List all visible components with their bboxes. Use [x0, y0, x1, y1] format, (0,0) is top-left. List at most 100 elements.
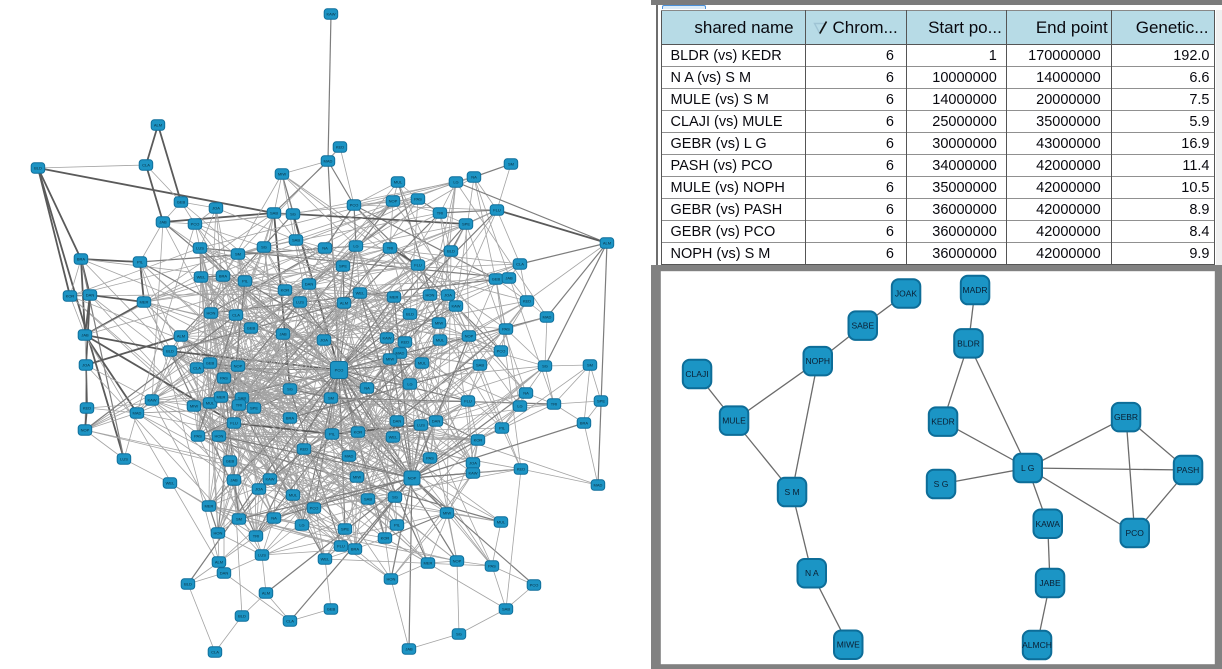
svg-text:JOAK: JOAK	[895, 289, 918, 299]
svg-text:HON: HON	[207, 311, 216, 316]
svg-text:CLA: CLA	[286, 619, 294, 624]
svg-text:JABE: JABE	[1039, 578, 1061, 588]
svg-text:JOA: JOA	[320, 338, 328, 343]
svg-text:MIW: MIW	[435, 321, 443, 326]
svg-text:FLU: FLU	[464, 399, 472, 404]
svg-text:PAS: PAS	[220, 376, 228, 381]
svg-text:FLU: FLU	[414, 263, 422, 268]
svg-text:MUL: MUL	[206, 401, 215, 406]
svg-text:LG: LG	[299, 523, 304, 528]
svg-text:GEB: GEB	[247, 326, 256, 331]
svg-text:PCO: PCO	[350, 203, 359, 208]
svg-text:MUL: MUL	[497, 520, 506, 525]
svg-text:MER: MER	[140, 300, 149, 305]
svg-text:WEL: WEL	[389, 435, 398, 440]
svg-text:BRA: BRA	[351, 547, 360, 552]
svg-text:BLD: BLD	[34, 166, 42, 171]
svg-text:LUS: LUS	[417, 423, 425, 428]
svg-text:SAB: SAB	[476, 363, 484, 368]
svg-text:SAB: SAB	[502, 607, 510, 612]
svg-text:PIL: PIL	[499, 426, 506, 431]
svg-text:GEB: GEB	[177, 200, 186, 205]
svg-text:TRI: TRI	[253, 534, 259, 539]
svg-text:LUS: LUS	[296, 300, 304, 305]
svg-text:BRA: BRA	[219, 274, 228, 279]
svg-text:JAB: JAB	[505, 276, 513, 281]
svg-text:S M: S M	[784, 487, 799, 497]
svg-text:GEB: GEB	[492, 277, 501, 282]
svg-text:KAW: KAW	[383, 336, 392, 341]
svg-text:FLU: FLU	[337, 544, 345, 549]
svg-text:KED: KED	[336, 145, 344, 150]
svg-text:MAD: MAD	[543, 315, 552, 320]
svg-text:SG: SG	[290, 212, 296, 217]
svg-text:JAB: JAB	[405, 647, 413, 652]
svg-text:MIW: MIW	[386, 357, 394, 362]
svg-text:SAB: SAB	[364, 497, 372, 502]
svg-text:NOP: NOP	[389, 199, 398, 204]
svg-text:ALM: ALM	[154, 123, 162, 128]
svg-text:KEDR: KEDR	[931, 417, 955, 427]
svg-text:TRI: TRI	[236, 403, 242, 408]
svg-text:SPE: SPE	[462, 222, 470, 227]
svg-text:MER: MER	[424, 561, 433, 566]
svg-text:NA: NA	[471, 175, 477, 180]
svg-text:SAB: SAB	[270, 211, 278, 216]
svg-text:SM: SM	[508, 162, 514, 167]
svg-text:MUL: MUL	[418, 361, 427, 366]
svg-text:NOP: NOP	[81, 428, 90, 433]
svg-text:MADR: MADR	[962, 285, 987, 295]
svg-text:ALM: ALM	[340, 301, 348, 306]
svg-text:PCO: PCO	[191, 222, 200, 227]
svg-text:MER: MER	[390, 295, 399, 300]
svg-text:SAB: SAB	[238, 396, 246, 401]
svg-text:MAD: MAD	[345, 454, 354, 459]
svg-text:N A: N A	[805, 568, 819, 578]
svg-text:MAD: MAD	[594, 483, 603, 488]
svg-text:HON: HON	[215, 434, 224, 439]
svg-text:JOA: JOA	[212, 206, 220, 211]
svg-text:SPE: SPE	[250, 406, 258, 411]
svg-text:JAB: JAB	[81, 333, 89, 338]
svg-text:JAB: JAB	[279, 332, 287, 337]
svg-text:BLDR: BLDR	[957, 338, 980, 348]
svg-text:SG: SG	[287, 387, 293, 392]
svg-text:MUL: MUL	[289, 493, 298, 498]
svg-text:BLD: BLD	[447, 249, 455, 254]
svg-text:WEL: WEL	[321, 557, 330, 562]
svg-text:MAD: MAD	[133, 411, 142, 416]
svg-text:PCO: PCO	[530, 583, 539, 588]
svg-text:JOA: JOA	[255, 487, 263, 492]
svg-text:NOP: NOP	[465, 334, 474, 339]
svg-text:KOR: KOR	[474, 438, 483, 443]
svg-text:BRA: BRA	[580, 421, 589, 426]
svg-text:HON: HON	[426, 293, 435, 298]
svg-text:MIW: MIW	[278, 172, 286, 177]
svg-text:MAD: MAD	[396, 351, 405, 356]
svg-text:SG: SG	[261, 245, 267, 250]
svg-text:KOR: KOR	[281, 288, 290, 293]
svg-text:L G: L G	[1021, 463, 1034, 473]
svg-text:SM: SM	[235, 252, 241, 257]
svg-text:MIWE: MIWE	[837, 640, 860, 650]
svg-text:DAN: DAN	[86, 293, 95, 298]
svg-text:BRA: BRA	[77, 257, 86, 262]
svg-text:PAS: PAS	[414, 197, 422, 202]
svg-text:LG: LG	[453, 180, 458, 185]
svg-text:MIW: MIW	[353, 475, 361, 480]
svg-text:KAW: KAW	[148, 398, 157, 403]
svg-text:SM: SM	[587, 363, 593, 368]
svg-text:PCO: PCO	[497, 349, 506, 354]
svg-text:JAB: JAB	[159, 220, 167, 225]
svg-text:MER: MER	[205, 504, 214, 509]
svg-text:LUS: LUS	[196, 246, 204, 251]
svg-text:ALM: ALM	[603, 241, 611, 246]
svg-text:PIL: PIL	[242, 279, 249, 284]
svg-text:JOA: JOA	[469, 461, 477, 466]
svg-text:MER: MER	[217, 395, 226, 400]
svg-text:PCO: PCO	[1125, 528, 1144, 538]
svg-text:PIL: PIL	[394, 523, 401, 528]
svg-text:KAW: KAW	[469, 471, 478, 476]
svg-text:NOP: NOP	[408, 476, 417, 481]
svg-text:SM: SM	[236, 517, 242, 522]
